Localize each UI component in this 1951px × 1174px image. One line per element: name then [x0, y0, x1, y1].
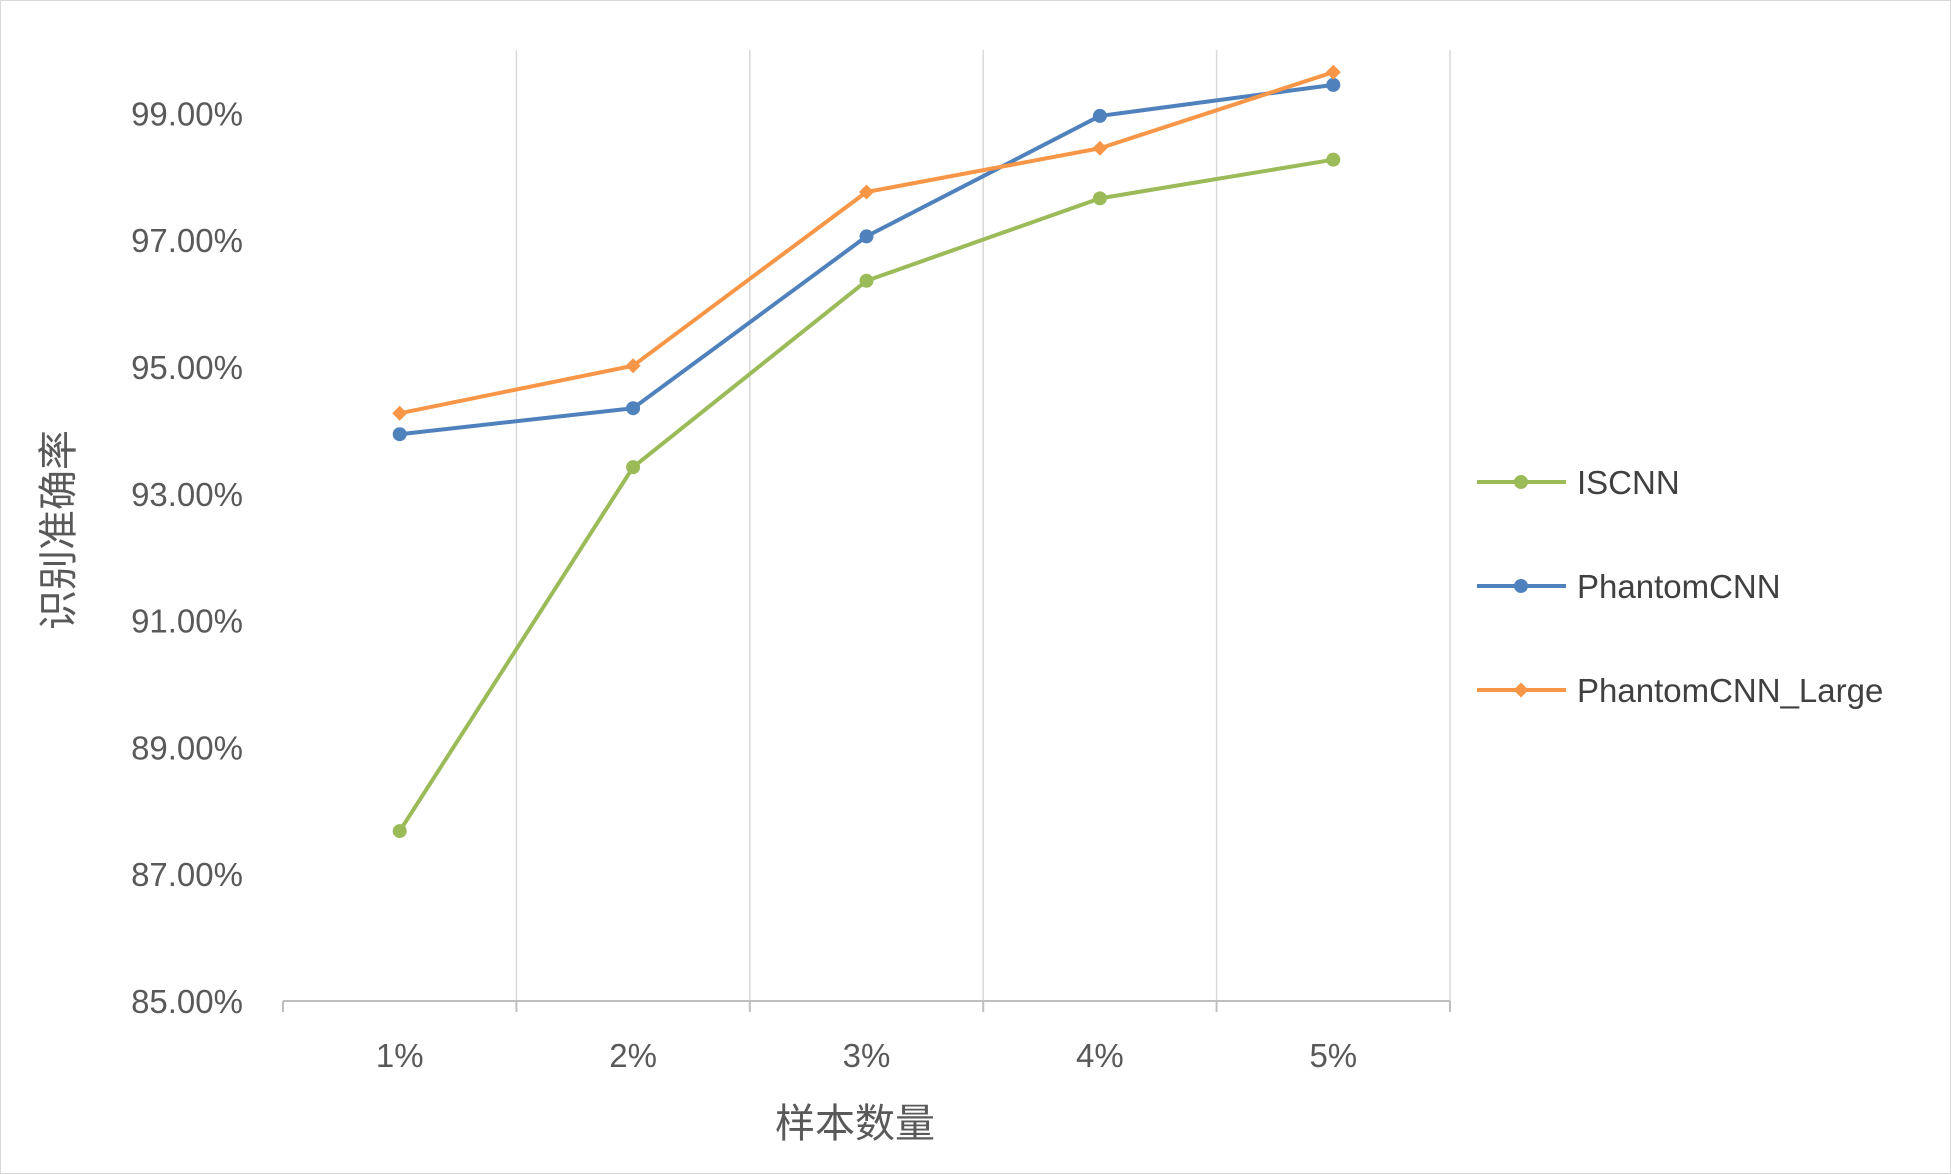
data-point-phantomcnn [626, 401, 641, 416]
data-point-iscnn [1326, 152, 1341, 167]
data-point-phantomcnn-large [1325, 64, 1341, 80]
y-tick-label: 97.00% [131, 222, 243, 259]
y-axis-title: 识别准确率 [36, 430, 82, 630]
legend-item-phantomcnn-large: PhantomCNN_Large [1477, 672, 1883, 709]
y-tick-label: 91.00% [131, 603, 243, 640]
series-line-phantomcnn [397, 82, 1336, 437]
series-phantomcnn [392, 77, 1341, 442]
data-point-phantomcnn [1092, 108, 1107, 123]
gridlines [515, 50, 1451, 1001]
x-tick-labels: 1% 2% 3% 4% 5% [376, 1037, 1357, 1074]
data-point-iscnn [859, 273, 874, 288]
series-iscnn [392, 152, 1341, 839]
x-tick-label: 3% [843, 1037, 891, 1074]
series-layer [392, 64, 1341, 839]
x-tick-label: 4% [1076, 1037, 1124, 1074]
legend: ISCNN PhantomCNN PhantomCNN_Large [1477, 464, 1883, 709]
legend-label: PhantomCNN [1577, 568, 1781, 605]
y-tick-label: 93.00% [131, 476, 243, 513]
axes [282, 1000, 1451, 1012]
data-point-phantomcnn [392, 427, 407, 442]
legend-marker [1513, 682, 1529, 698]
y-tick-label: 89.00% [131, 729, 243, 766]
y-tick-label: 87.00% [131, 856, 243, 893]
x-tick-label: 5% [1309, 1037, 1357, 1074]
legend-item-phantomcnn: PhantomCNN [1477, 568, 1781, 605]
data-point-phantomcnn [859, 229, 874, 244]
legend-label: PhantomCNN_Large [1577, 672, 1883, 709]
data-point-phantomcnn-large [859, 184, 874, 200]
legend-marker [1514, 475, 1528, 489]
legend-marker [1514, 579, 1528, 593]
data-point-phantomcnn-large [625, 358, 641, 374]
data-point-iscnn [626, 460, 641, 475]
legend-label: ISCNN [1577, 464, 1680, 501]
y-tick-label: 99.00% [131, 95, 243, 132]
data-point-phantomcnn-large [1092, 140, 1108, 156]
data-point-phantomcnn [1326, 77, 1341, 92]
data-point-iscnn [1092, 191, 1107, 206]
y-tick-label: 85.00% [131, 983, 243, 1020]
x-axis-title: 样本数量 [775, 1101, 935, 1147]
data-point-iscnn [392, 824, 407, 839]
x-tick-label: 1% [376, 1037, 424, 1074]
y-tick-labels: 85.00% 87.00% 89.00% 91.00% 93.00% 95.00% 97.0… [131, 95, 243, 1020]
series-line-iscnn [397, 157, 1336, 834]
legend-item-iscnn: ISCNN [1477, 464, 1680, 501]
x-tick-label: 2% [609, 1037, 657, 1074]
series-phantomcnn-large [392, 64, 1341, 421]
data-point-phantomcnn-large [392, 405, 408, 421]
y-tick-label: 95.00% [131, 349, 243, 386]
